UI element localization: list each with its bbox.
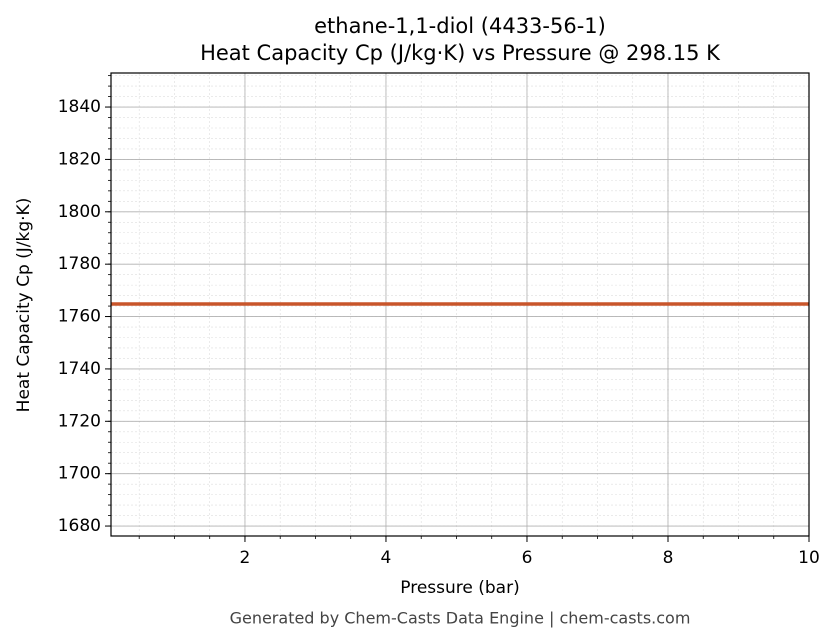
chart-title: ethane-1,1-diol (4433-56-1) bbox=[314, 14, 606, 38]
x-tick-label: 4 bbox=[381, 548, 392, 568]
x-tick-label: 8 bbox=[663, 548, 674, 568]
y-tick-label: 1780 bbox=[58, 254, 101, 274]
y-tick-label: 1720 bbox=[58, 411, 101, 431]
y-tick-label: 1840 bbox=[58, 97, 101, 117]
x-tick-label: 6 bbox=[522, 548, 533, 568]
y-tick-label: 1700 bbox=[58, 464, 101, 484]
x-tick-label: 10 bbox=[798, 548, 820, 568]
y-axis-label: Heat Capacity Cp (J/kg·K) bbox=[14, 198, 34, 413]
chart-subtitle: Heat Capacity Cp (J/kg·K) vs Pressure @ … bbox=[200, 41, 721, 65]
x-axis-label: Pressure (bar) bbox=[400, 578, 519, 598]
y-tick-label: 1680 bbox=[58, 516, 101, 536]
y-tick-label: 1760 bbox=[58, 307, 101, 327]
plot-frame bbox=[110, 72, 810, 537]
footer: Generated by Chem-Casts Data Engine | ch… bbox=[230, 609, 691, 628]
y-tick-label: 1820 bbox=[58, 149, 101, 169]
y-tick-label: 1740 bbox=[58, 359, 101, 379]
x-tick-label: 2 bbox=[240, 548, 251, 568]
y-tick-label: 1800 bbox=[58, 202, 101, 222]
